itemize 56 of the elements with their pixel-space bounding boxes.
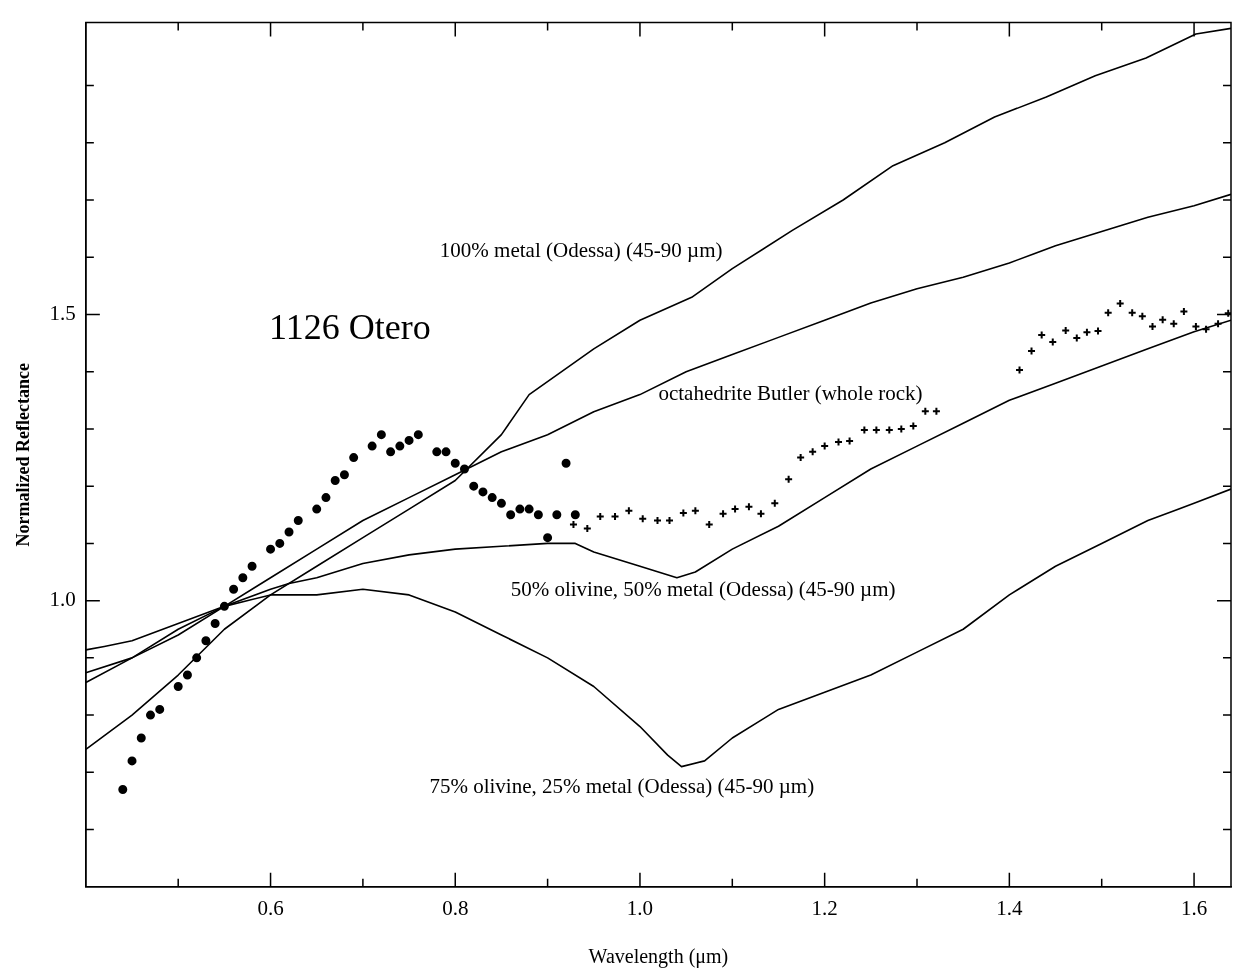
point bbox=[266, 544, 276, 554]
point bbox=[118, 785, 128, 795]
point bbox=[441, 447, 451, 457]
point bbox=[395, 441, 405, 451]
point bbox=[155, 704, 165, 714]
point bbox=[339, 470, 349, 480]
point bbox=[386, 447, 396, 457]
point bbox=[496, 498, 506, 508]
x-tick-label: 0.8 bbox=[442, 895, 469, 920]
point bbox=[570, 510, 580, 520]
x-tick-label: 1.4 bbox=[996, 895, 1023, 920]
point bbox=[487, 493, 497, 503]
x-tick-label: 1.2 bbox=[811, 895, 838, 920]
x-tick-label: 1.6 bbox=[1180, 895, 1208, 920]
point bbox=[238, 573, 248, 583]
point bbox=[330, 475, 340, 485]
point bbox=[469, 481, 479, 491]
point bbox=[376, 430, 386, 440]
point bbox=[432, 447, 442, 457]
point bbox=[293, 516, 303, 526]
point bbox=[533, 510, 543, 520]
x-tick-label: 0.6 bbox=[257, 895, 284, 920]
series-label: octahedrite Butler (whole rock) bbox=[658, 380, 923, 405]
point bbox=[201, 636, 211, 646]
point bbox=[182, 670, 192, 680]
point bbox=[321, 493, 331, 503]
series-label: 50% olivine, 50% metal (Odessa) (45-90 µm) bbox=[510, 576, 896, 601]
point bbox=[478, 487, 488, 497]
point bbox=[146, 710, 155, 720]
point bbox=[506, 510, 516, 520]
point bbox=[173, 681, 183, 691]
point bbox=[515, 504, 525, 514]
point bbox=[136, 733, 146, 743]
x-axis-title: Wavelength (μm) bbox=[588, 945, 729, 969]
point bbox=[275, 538, 285, 548]
y-tick-label: 1.5 bbox=[49, 301, 76, 325]
point bbox=[543, 533, 553, 543]
point bbox=[127, 756, 137, 766]
point bbox=[413, 430, 423, 440]
series-label: 100% metal (Odessa) (45-90 µm) bbox=[439, 238, 723, 263]
text: 1126 Otero bbox=[269, 306, 431, 347]
point bbox=[552, 510, 562, 520]
y-axis-title: Normalized Reflectance bbox=[13, 362, 34, 547]
point bbox=[561, 458, 571, 468]
x-tick-label: 1.0 bbox=[626, 895, 654, 920]
point bbox=[450, 458, 460, 468]
text: 75% olivine, 25% metal (Odessa) (45-90 µm) bbox=[429, 773, 815, 798]
point bbox=[247, 561, 257, 571]
point bbox=[229, 584, 239, 594]
point bbox=[210, 619, 220, 629]
point bbox=[349, 453, 359, 463]
point bbox=[367, 441, 377, 451]
point bbox=[524, 504, 534, 514]
point bbox=[312, 504, 322, 514]
point bbox=[284, 527, 294, 537]
point bbox=[404, 435, 414, 445]
